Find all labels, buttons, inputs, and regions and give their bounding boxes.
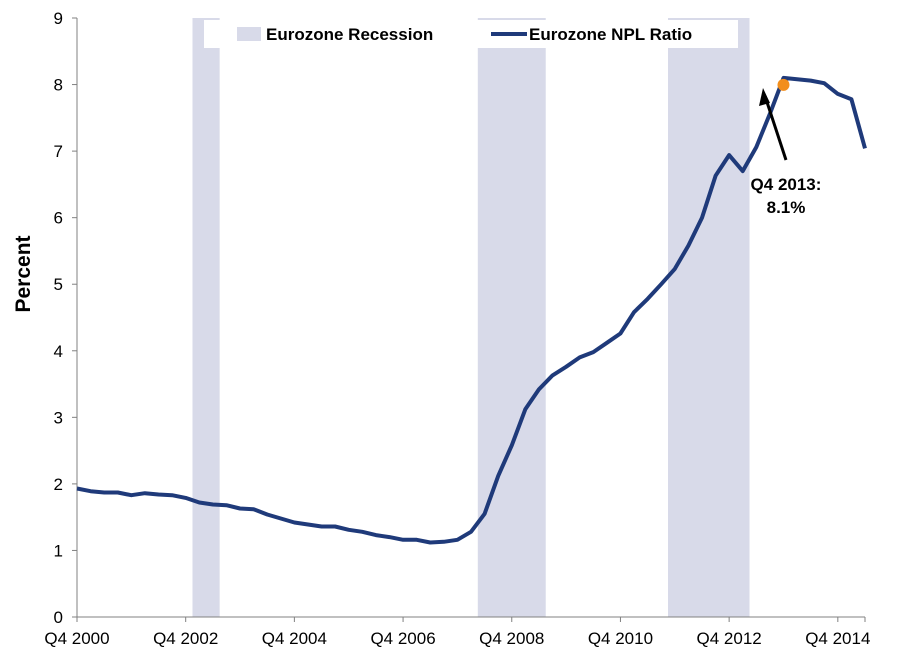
recession-band-1 [192,18,220,617]
x-tick-label: Q4 2010 [588,629,653,648]
annotation-label-line1: Q4 2013: [751,175,822,194]
legend-background [204,20,738,48]
y-tick-label: 2 [54,475,63,494]
npl-ratio-series [76,75,867,545]
legend: Eurozone Recession Eurozone NPL Ratio [204,20,738,48]
y-tick-label: 7 [54,142,63,161]
x-tick-label: Q4 2004 [262,629,327,648]
y-tick-label: 5 [54,275,63,294]
y-tick-label: 9 [54,9,63,28]
y-tick-label: 8 [54,76,63,95]
x-tick-label: Q4 2006 [370,629,435,648]
annotation-label-line2: 8.1% [767,198,806,217]
recession-band-3 [668,18,750,617]
highlight-point [777,78,790,91]
annotation-arrowhead [759,88,770,106]
x-tick-label: Q4 2012 [697,629,762,648]
x-tick-label: Q4 2014 [805,629,870,648]
y-tick-label: 0 [54,608,63,627]
y-tick-labels: 0 1 2 3 4 5 6 7 8 9 [54,9,63,627]
y-tick-label: 4 [54,342,63,361]
recession-band-2 [477,18,546,617]
y-tick-label: 6 [54,209,63,228]
legend-recession-swatch [237,27,261,41]
legend-recession-label: Eurozone Recession [266,25,433,44]
legend-npl-label: Eurozone NPL Ratio [529,25,692,44]
x-tick-label: Q4 2002 [153,629,218,648]
x-tick-label: Q4 2008 [479,629,544,648]
y-tick-label: 3 [54,408,63,427]
annotation-arrow [763,95,788,161]
axes [72,17,866,622]
npl-ratio-line [76,75,867,545]
x-tick-label: Q4 2000 [44,629,109,648]
y-axis-title: Percent [12,235,35,312]
recession-bands [192,18,750,617]
y-tick-label: 1 [54,541,63,560]
x-tick-labels: Q4 2000 Q4 2002 Q4 2004 Q4 2006 Q4 2008 Q4 20… [44,629,870,648]
highlight-annotation: Q4 2013: 8.1% [751,88,822,217]
